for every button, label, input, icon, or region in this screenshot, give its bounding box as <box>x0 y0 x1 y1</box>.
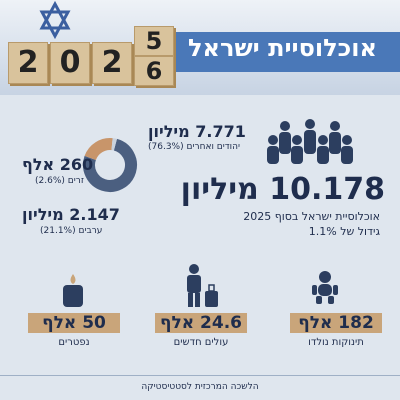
header-title: אוכלוסיית ישראל <box>188 34 377 62</box>
year-digit: 0 <box>50 42 90 84</box>
candle-icon <box>63 274 83 307</box>
donut-segment <box>111 138 117 151</box>
segment-name: ערבים <box>78 226 103 236</box>
segment-share: (2.6%) <box>35 176 65 186</box>
people-icon <box>267 119 353 164</box>
segment-share: (21.1%) <box>40 226 76 236</box>
stat-value: 50 אלף <box>28 313 120 333</box>
stat-label: עולים חדשים <box>173 337 229 348</box>
total-caption: אוכלוסיית ישראל בסוף 2025 <box>243 210 380 223</box>
immigrant-icon <box>187 264 218 307</box>
donut-segment <box>83 138 137 192</box>
stat-label: נפטרים <box>58 337 90 348</box>
segment-share: (76.3%) <box>148 142 184 152</box>
segment-label: ערבים (21.1%) <box>40 226 102 236</box>
flip-digit: 6 <box>134 56 174 86</box>
donut-segment <box>84 138 113 161</box>
baby-icon <box>312 271 338 304</box>
segment-name: זרים <box>67 176 84 186</box>
year-digit: 2 <box>8 42 48 84</box>
stat-value: 182 אלף <box>290 313 382 333</box>
segment-label: זרים (2.6%) <box>35 176 84 186</box>
segment-amount: 260 אלף <box>22 155 94 174</box>
title-bar <box>170 32 400 72</box>
total-value: 10.178 מיליון <box>180 172 385 207</box>
segment-amount: 7.771 מיליון <box>148 122 246 141</box>
segment-name: יהודים ואחרים <box>186 142 241 152</box>
segment-label: יהודים ואחרים (76.3%) <box>148 142 240 152</box>
stat-label: תינוקות נולדו <box>308 337 364 348</box>
donut-chart <box>83 138 137 192</box>
stat-value: 24.6 אלף <box>155 313 247 333</box>
growth: גידול של 1.1% <box>308 225 380 238</box>
footer: הלשכה המרכזית לסטטיסטיקה <box>141 382 259 392</box>
flip-digit: 5 <box>134 26 174 56</box>
segment-amount: 2.147 מיליון <box>22 205 120 224</box>
flag-star <box>39 0 71 40</box>
footer-line <box>0 375 400 376</box>
year-digit: 2 <box>92 42 132 84</box>
